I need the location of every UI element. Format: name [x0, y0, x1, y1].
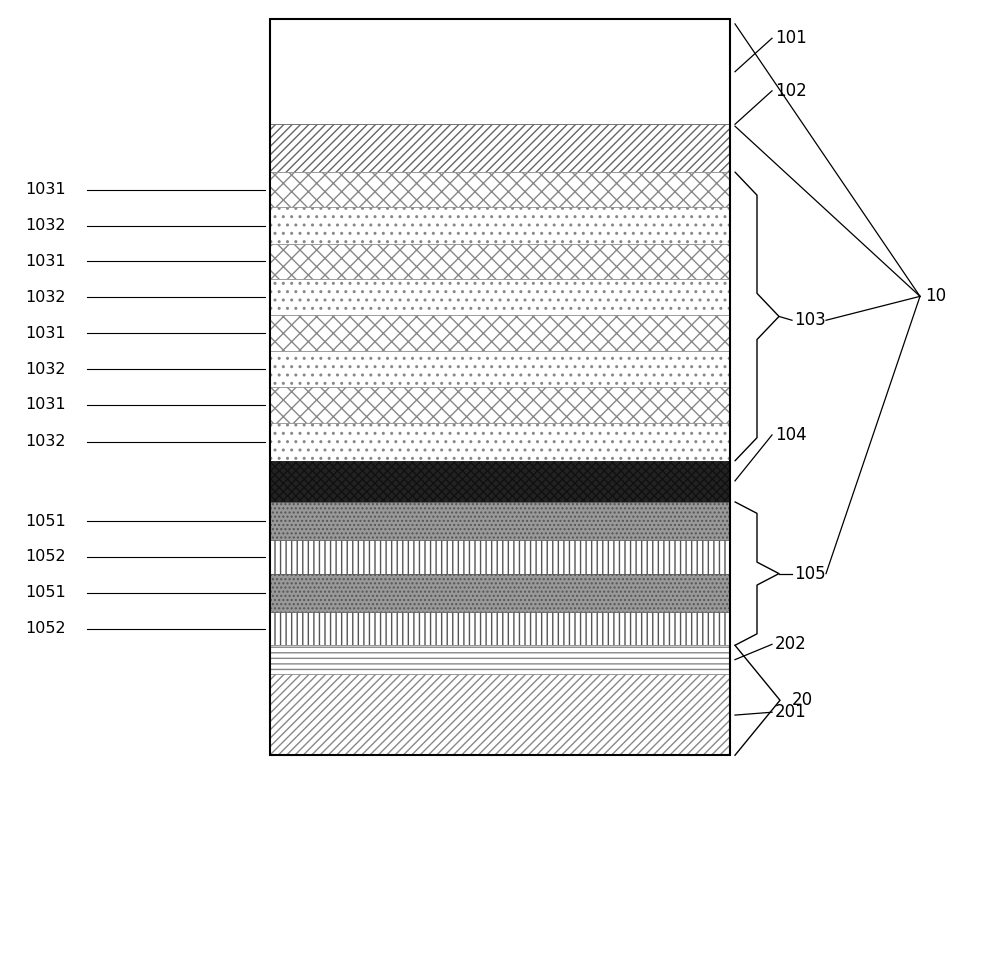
Text: 102: 102 [775, 82, 807, 99]
Bar [270, 279, 730, 315]
Bar [270, 612, 730, 645]
Bar [270, 124, 730, 172]
Text: 1031: 1031 [25, 398, 66, 412]
Text: 10: 10 [925, 288, 946, 305]
Bar [270, 574, 730, 612]
Bar [270, 19, 730, 755]
Bar [270, 645, 730, 674]
Bar [270, 674, 730, 755]
Bar [270, 207, 730, 244]
Text: 1052: 1052 [25, 550, 66, 564]
Text: 1052: 1052 [25, 621, 66, 636]
Text: 1031: 1031 [25, 183, 66, 197]
Bar [270, 502, 730, 540]
Text: 201: 201 [775, 704, 807, 721]
Text: 1032: 1032 [25, 361, 66, 377]
Bar [270, 351, 730, 387]
Text: 1051: 1051 [25, 513, 66, 529]
Bar [270, 19, 730, 124]
Bar [270, 461, 730, 502]
Bar [270, 387, 730, 423]
Text: 104: 104 [775, 426, 807, 444]
Text: 101: 101 [775, 30, 807, 47]
Bar [270, 540, 730, 574]
Text: 1032: 1032 [25, 290, 66, 305]
Text: 1031: 1031 [25, 254, 66, 269]
Text: 103: 103 [794, 312, 826, 329]
Text: 1032: 1032 [25, 434, 66, 449]
Text: 105: 105 [794, 565, 826, 582]
Bar [270, 172, 730, 207]
Bar [270, 423, 730, 461]
Text: 202: 202 [775, 636, 807, 653]
Bar [270, 315, 730, 351]
Bar [270, 244, 730, 279]
Text: 20: 20 [792, 691, 813, 709]
Text: 1032: 1032 [25, 218, 66, 233]
Text: 1051: 1051 [25, 585, 66, 600]
Text: 1031: 1031 [25, 326, 66, 340]
